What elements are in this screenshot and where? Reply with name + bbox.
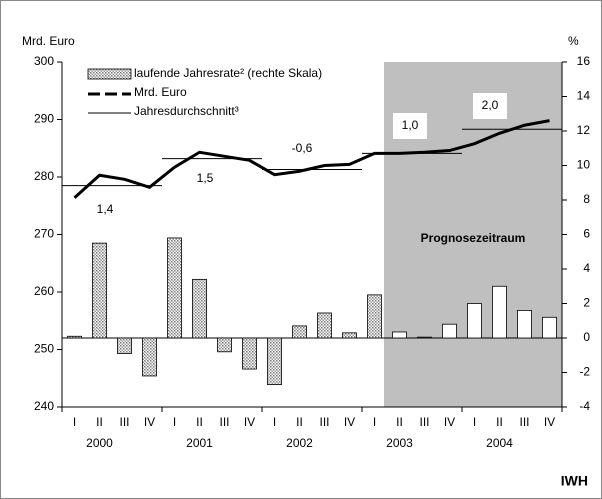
annotation-box bbox=[473, 93, 507, 119]
x-tick-label: II bbox=[396, 415, 403, 429]
year-label: 2004 bbox=[486, 436, 513, 450]
x-tick-label: I bbox=[173, 415, 176, 429]
bar bbox=[67, 335, 82, 339]
x-tick-label: IV bbox=[144, 415, 155, 429]
bar bbox=[367, 294, 382, 339]
y2-tick-label: 8 bbox=[583, 192, 590, 206]
y2-tick-label: 4 bbox=[583, 261, 590, 275]
bar bbox=[517, 309, 532, 339]
y2-tick-label: 14 bbox=[577, 89, 591, 103]
bar bbox=[417, 336, 432, 339]
y-tick-label: 280 bbox=[34, 169, 54, 183]
x-tick-label: III bbox=[319, 415, 329, 429]
x-tick-label: I bbox=[73, 415, 76, 429]
source: IWH bbox=[561, 473, 588, 489]
bar bbox=[267, 337, 282, 385]
y-tick-label: 240 bbox=[34, 399, 54, 413]
annotation: 1,5 bbox=[197, 171, 214, 185]
legend-label: laufende Jahresrate² (rechte Skala) bbox=[134, 66, 322, 80]
y2-tick-label: -4 bbox=[579, 399, 590, 413]
y2-tick-label: 12 bbox=[577, 123, 591, 137]
y-tick-label: 300 bbox=[34, 54, 54, 68]
y2-tick-label: -2 bbox=[579, 365, 590, 379]
x-tick-label: II bbox=[96, 415, 103, 429]
line bbox=[73, 119, 550, 199]
x-tick-label: II bbox=[196, 415, 203, 429]
x-tick-label: III bbox=[519, 415, 529, 429]
year-label: 2003 bbox=[386, 436, 413, 450]
y-tick-label: 270 bbox=[34, 227, 54, 241]
forecast-label: Prognosezeitraum bbox=[421, 231, 526, 245]
x-tick-label: IV bbox=[244, 415, 255, 429]
x-tick-label: III bbox=[119, 415, 129, 429]
bar bbox=[167, 237, 182, 339]
x-tick-label: II bbox=[296, 415, 303, 429]
bar bbox=[392, 331, 407, 339]
x-tick-label: IV bbox=[344, 415, 355, 429]
year-label: 2000 bbox=[86, 436, 113, 450]
bar bbox=[467, 303, 482, 339]
year-label: 2001 bbox=[186, 436, 213, 450]
bar bbox=[117, 337, 132, 354]
y-tick-label: 290 bbox=[34, 112, 54, 126]
annotation-box bbox=[393, 113, 427, 139]
bar bbox=[92, 242, 107, 339]
bar bbox=[217, 337, 232, 353]
y-tick-label: 260 bbox=[34, 284, 54, 298]
y2-tick-label: 10 bbox=[577, 158, 591, 172]
bar bbox=[342, 332, 357, 339]
x-tick-label: II bbox=[496, 415, 503, 429]
y2-tick-label: 6 bbox=[583, 227, 590, 241]
x-tick-label: IV bbox=[444, 415, 455, 429]
y-axis-title: Mrd. Euro bbox=[22, 34, 75, 48]
x-tick-label: I bbox=[373, 415, 376, 429]
annotation: 1,4 bbox=[97, 202, 114, 216]
legend-swatch bbox=[87, 68, 132, 80]
y2-axis-title: % bbox=[568, 34, 579, 48]
bar bbox=[142, 337, 157, 377]
annotation: 1,0 bbox=[402, 118, 419, 132]
y2-tick-label: 16 bbox=[577, 54, 591, 68]
x-tick-label: I bbox=[473, 415, 476, 429]
annotation: 2,0 bbox=[482, 98, 499, 112]
y2-tick-label: 2 bbox=[583, 296, 590, 310]
bar bbox=[242, 337, 257, 370]
x-tick-label: I bbox=[273, 415, 276, 429]
bar bbox=[317, 312, 332, 339]
legend-label: Mrd. Euro bbox=[134, 85, 187, 99]
bar bbox=[442, 323, 457, 339]
bar bbox=[292, 325, 307, 339]
legend-label: Jahresdurchschnitt³ bbox=[134, 104, 239, 118]
bar bbox=[192, 278, 207, 339]
y2-tick-label: 0 bbox=[583, 330, 590, 344]
bar bbox=[542, 316, 557, 339]
annotation: -0,6 bbox=[292, 141, 313, 155]
year-label: 2002 bbox=[286, 436, 313, 450]
y-tick-label: 250 bbox=[34, 342, 54, 356]
bar bbox=[492, 285, 507, 339]
x-tick-label: III bbox=[219, 415, 229, 429]
x-tick-label: III bbox=[419, 415, 429, 429]
x-tick-label: IV bbox=[544, 415, 555, 429]
